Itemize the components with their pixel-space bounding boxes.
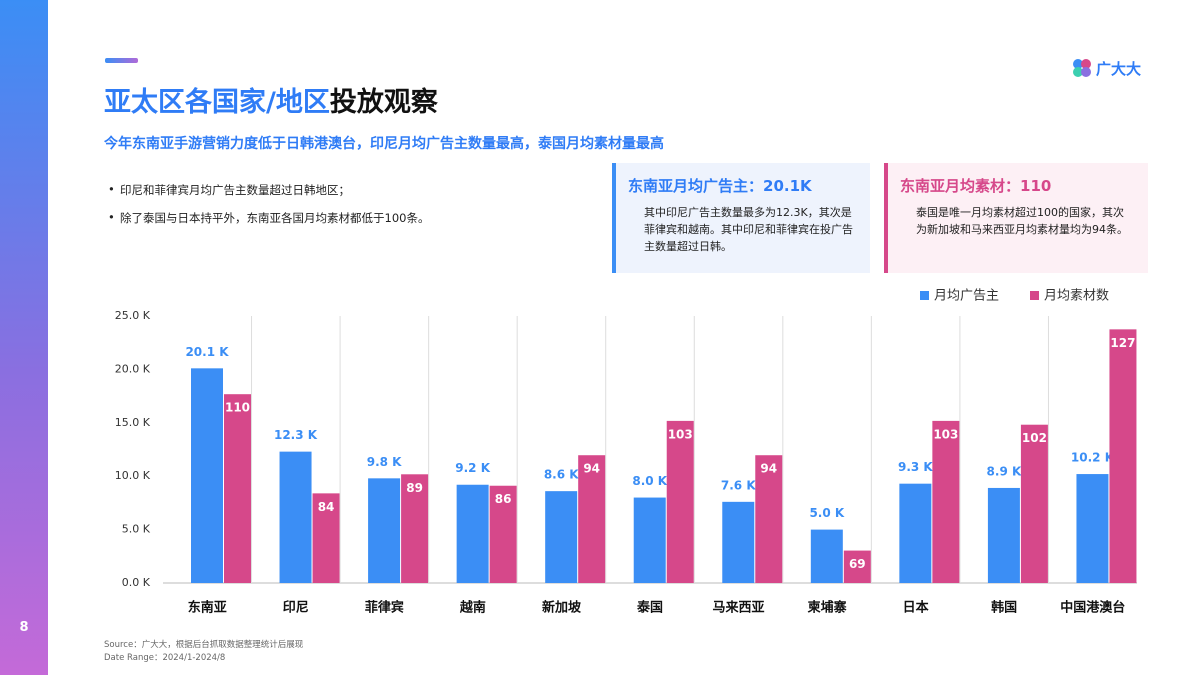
value-label: 10.2 K [1071,451,1115,465]
bar [191,368,223,583]
y-tick-label: 15.0 K [115,416,151,429]
value-label: 69 [849,557,866,571]
subtitle: 今年东南亚手游营销力度低于日韩港澳台，印尼月均广告主数量最高，泰国月均素材量最高 [104,136,664,152]
value-label: 103 [668,427,693,441]
bar [722,501,755,583]
x-tick-label: 新加坡 [542,600,582,616]
logo-text: 广大大 [1096,60,1142,78]
title-accent [105,58,138,63]
box-title: 东南亚月均素材：110 [900,177,1052,195]
x-tick-label: 韩国 [991,600,1017,616]
bar [401,474,429,583]
slide-title: 亚太区各国家/地区投放观察 [104,80,438,119]
value-label: 89 [406,481,423,495]
bar [932,420,960,583]
y-tick-label: 5.0 K [122,523,151,536]
legend-label: 月均素材数 [1044,289,1109,304]
bullet: 除了泰国与日本持平外，东南亚各国月均素材都低于100条。 [108,210,429,226]
bar [843,550,871,583]
value-label: 94 [760,462,777,476]
bar [810,529,843,583]
box-title: 东南亚月均广告主：20.1K [628,177,812,195]
x-tick-label: 中国港澳台 [1060,600,1125,616]
bar [633,497,666,583]
date-range: Date Range：2024/1-2024/8 [104,653,226,663]
value-label: 86 [495,492,512,506]
logo-icon [1073,59,1091,77]
bar [312,493,340,583]
x-tick-label: 日本 [903,600,929,616]
bar [1076,474,1109,583]
bar [666,420,694,583]
value-label: 110 [225,401,250,415]
value-label: 5.0 K [809,506,844,520]
value-label: 94 [583,462,600,476]
x-tick-label: 柬埔寨 [808,600,847,616]
bar [368,478,401,583]
y-tick-label: 0.0 K [122,576,151,589]
summary-box: 东南亚月均广告主：20.1K 其中印尼广告主数量最多为12.3K，其次是菲律宾和… [612,163,870,273]
box-body: 泰国是唯一月均素材超过100的国家，其次为新加坡和马来西亚月均素材量均为94条。 [916,206,1128,236]
legend-swatch [920,291,929,300]
bar [456,484,489,583]
bar [224,394,251,583]
summary-box: 东南亚月均素材：110 泰国是唯一月均素材超过100的国家，其次为新加坡和马来西… [884,163,1148,273]
value-label: 12.3 K [274,428,318,442]
value-label: 9.3 K [898,460,933,474]
bar [545,491,578,583]
value-label: 103 [933,427,958,441]
source: Source：广大大，根据后台抓取数据整理统计后展现 [104,640,304,650]
bar [578,455,606,583]
chart: 0.0 K 5.0 K 10.0 K 15.0 K 20.0 K 25.0 K 月均广告主 月… [115,289,1137,616]
bar [1109,329,1137,583]
value-label: 8.0 K [632,474,667,488]
y-tick-label: 20.0 K [115,362,151,375]
value-label: 84 [318,500,335,514]
value-label: 8.6 K [544,468,579,482]
bar [1020,424,1048,583]
value-label: 8.9 K [987,464,1022,478]
y-tick-label: 10.0 K [115,469,151,482]
bar [899,483,932,583]
y-tick-label: 25.0 K [115,309,151,322]
page-number: 8 [19,620,29,635]
x-tick-label: 印尼 [283,601,309,616]
x-tick-label: 泰国 [636,600,663,616]
x-tick-label: 越南 [459,600,486,616]
x-tick-label: 菲律宾 [365,600,404,616]
value-label: 9.2 K [455,461,490,475]
value-label: 9.8 K [367,455,402,469]
bar [755,455,783,583]
bar [987,487,1020,583]
value-label: 7.6 K [721,478,756,492]
legend-label: 月均广告主 [934,289,999,304]
value-label: 127 [1110,336,1135,350]
value-label: 20.1 K [185,345,229,359]
title-highlight: 亚太区各国家/地区 [104,87,330,118]
legend-swatch [1030,291,1039,300]
x-tick-label: 东南亚 [188,600,227,616]
sidebar [0,0,48,675]
x-tick-label: 马来西亚 [713,600,765,616]
value-label: 102 [1022,431,1047,445]
box-body: 其中印尼广告主数量最多为12.3K，其次是菲律宾和越南。其中印尼和菲律宾在投广告… [644,206,853,253]
bar [279,451,312,583]
bullet: 印尼和菲律宾月均广告主数量超过日韩地区； [108,182,350,198]
title-rest: 投放观察 [329,87,438,118]
bar [489,485,517,583]
